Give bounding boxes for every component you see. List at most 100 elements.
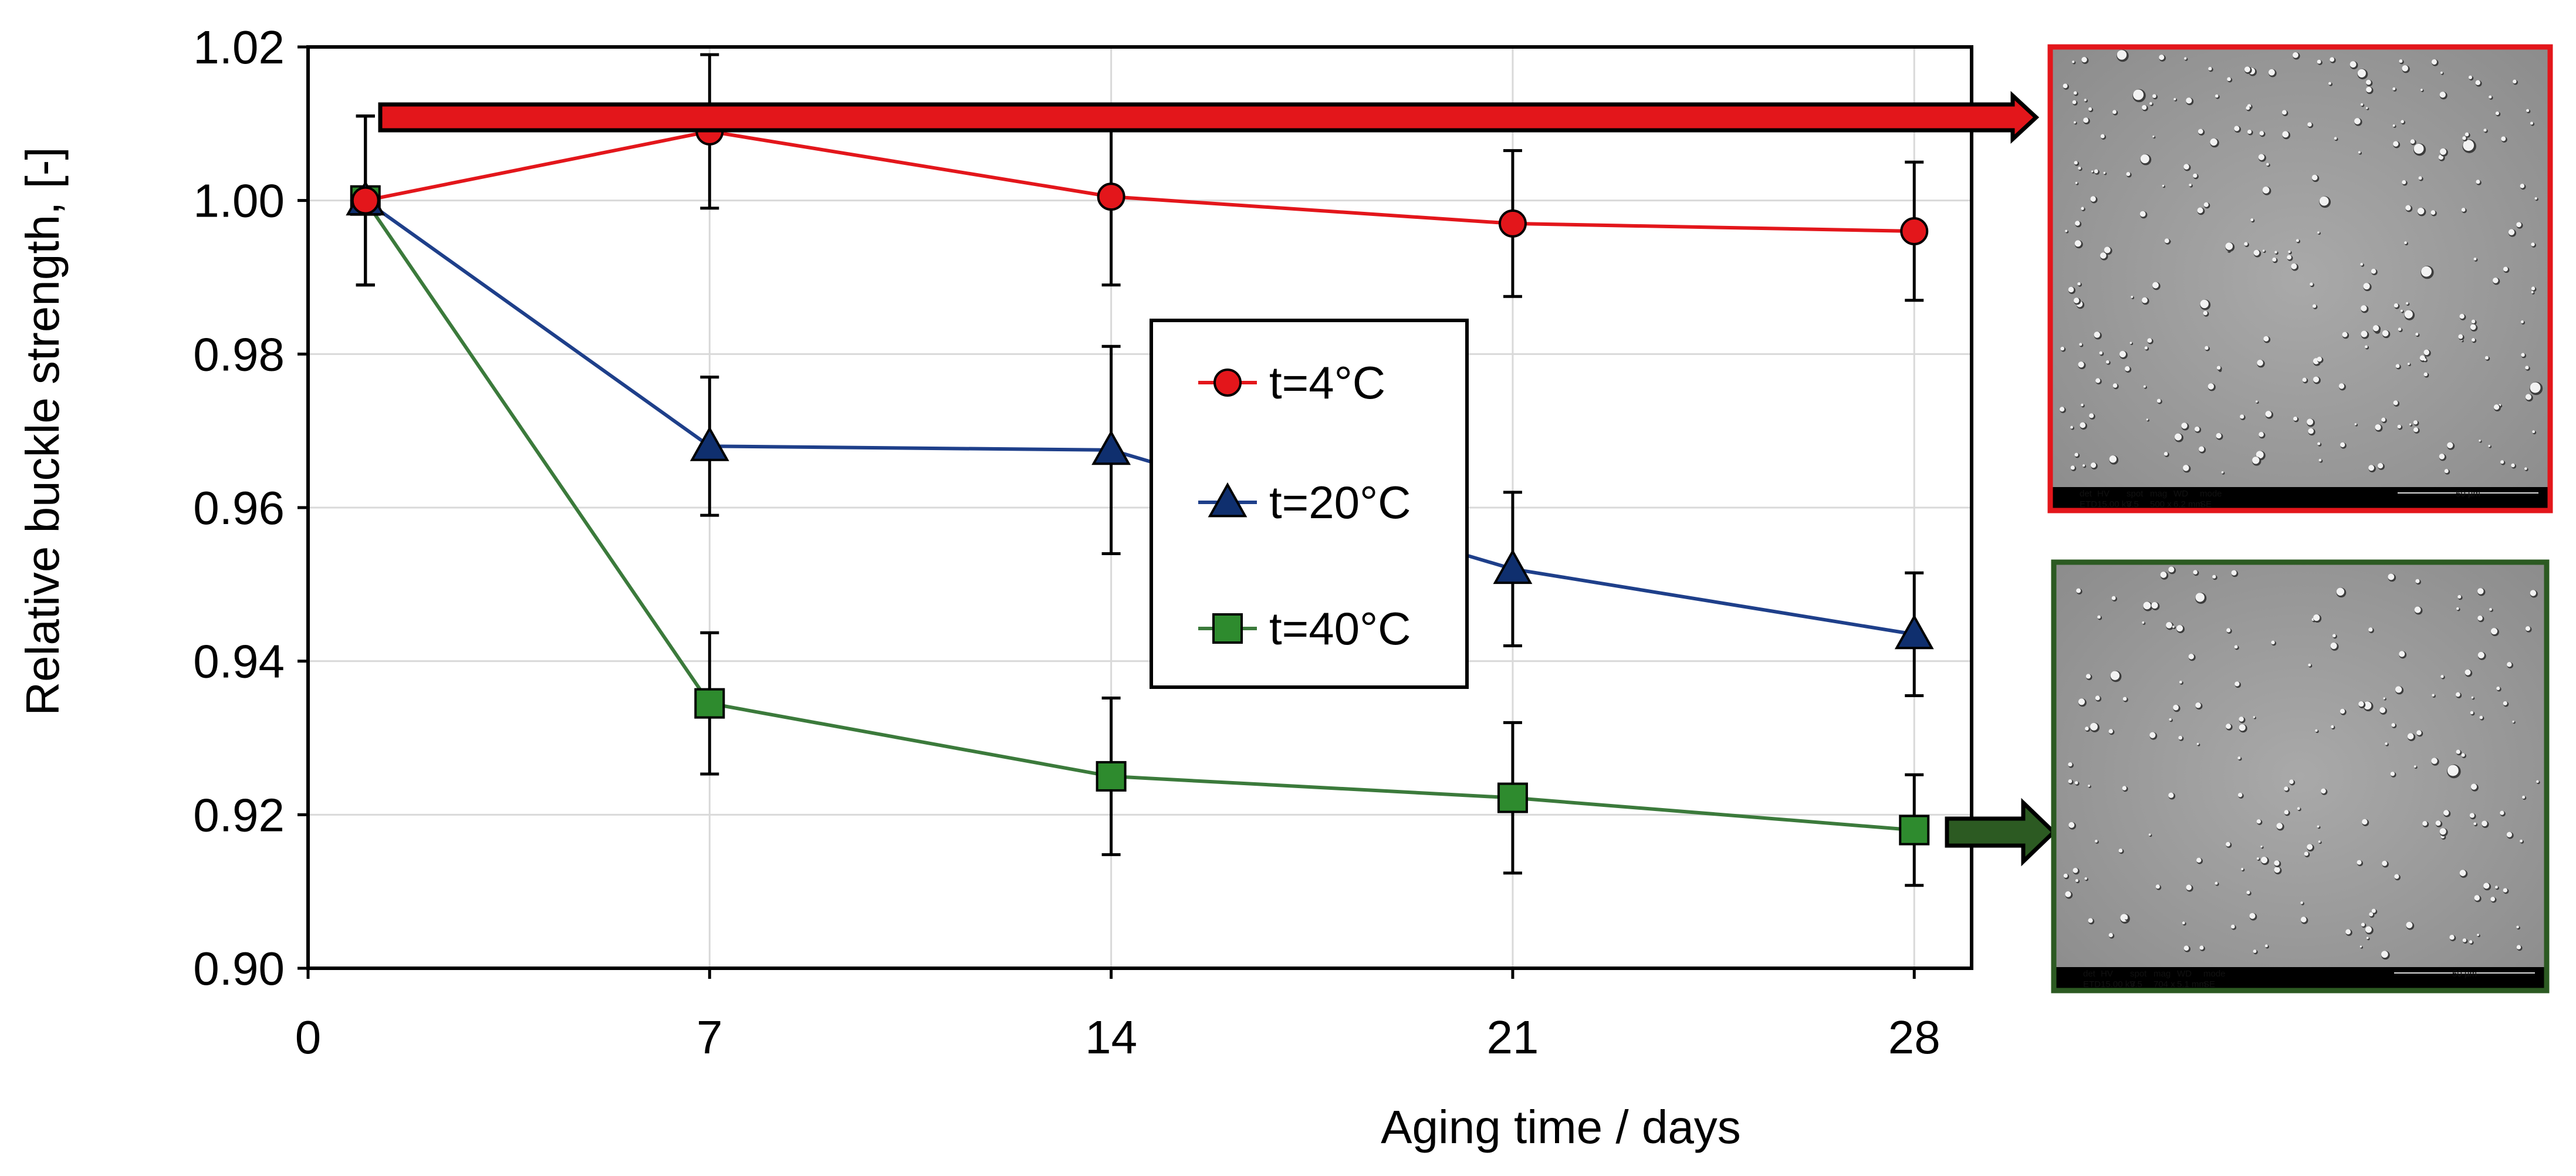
sem-pore [2385,742,2388,745]
sem-info-bar [2050,487,2550,511]
sem-pore [2511,463,2515,468]
sem-pore [2525,626,2531,631]
sem-pore [2237,756,2241,760]
sem-pore [2371,908,2376,913]
sem-pore [2274,860,2280,866]
sem-pore [2287,255,2292,260]
sem-pore [2108,729,2114,734]
sem-pore [2423,349,2429,356]
sem-pore [2095,378,2101,383]
sem-pore [2407,733,2414,740]
sem-pore [2524,467,2527,470]
sem-info-value: 3.5 [2130,979,2142,989]
sem-pore [2090,722,2098,731]
sem-pore [2259,131,2264,136]
sem-pore [2176,625,2183,632]
gridlines [308,47,1972,968]
sem-pore [2319,196,2329,206]
series-layer [364,129,1915,832]
sem-pore [2103,171,2106,174]
y-tick-label: 1.02 [193,21,285,73]
sem-pore [2226,724,2232,729]
sem-pore [2461,208,2466,212]
sem-pore [2368,627,2373,632]
sem-pore [2083,464,2085,467]
sem-pore [2388,573,2395,580]
sem-pore [2060,346,2064,351]
sem-pore [2477,616,2483,621]
sem-info-label: det [2080,489,2092,499]
sem-info-label: spot [2127,489,2144,499]
sem-pore [2312,304,2317,308]
sem-pore [2089,413,2094,418]
sem-pore [2470,783,2477,790]
sem-pore [2084,877,2087,880]
sem-pore [2073,121,2076,124]
sem-pore [2394,874,2399,879]
sem-pore [2536,780,2539,783]
sem-pore [2342,332,2348,337]
sem-pore [2162,184,2165,187]
sem-pore [2372,325,2379,332]
sem-pore [2253,949,2257,953]
sem-pore [2088,918,2093,923]
sem-pore [2081,207,2084,210]
legend-marker [1212,613,1243,644]
sem-pore [2503,701,2507,706]
sem-pore [2152,136,2155,138]
sem-info-label: mode [2203,969,2226,979]
sem-pore [2073,298,2080,303]
sem-pore [2244,242,2248,246]
sem-pore [2199,446,2205,452]
sem-pore [2402,65,2408,72]
sem-pore [2354,423,2357,425]
sem-pore [2184,57,2187,60]
sem-pore [2366,937,2369,940]
sem-pore [2203,202,2209,207]
sem-pore [2085,726,2089,731]
x-tick-label: 7 [697,1011,723,1063]
sem-pore [2183,945,2189,951]
sem-pore [2129,342,2132,344]
sem-pore [2395,364,2400,369]
sem-pore [2256,857,2259,860]
sem-pore [2247,129,2252,134]
sem-pore [2477,934,2479,937]
sem-pore [2163,452,2168,456]
sem-pore [2282,110,2287,115]
sem-pore [2506,832,2513,837]
sem-pore [2340,442,2345,448]
sem-pore [2266,163,2269,166]
sem-pore [2075,181,2078,184]
sem-pore [2261,857,2268,864]
sem-pore [2469,813,2475,818]
sem-pore [2253,716,2256,718]
sem-pore [2470,324,2476,330]
sem-pore [2300,901,2303,904]
sem-pore [2195,426,2200,432]
sem-pore [2307,844,2313,850]
sem-pore [2237,793,2243,797]
sem-pore [2182,921,2185,925]
legend-marker [1208,482,1248,518]
data-point [351,186,380,215]
sem-pore [2262,187,2270,194]
sem-pore [2090,196,2096,202]
sem-pore [2300,917,2307,922]
sem-pore [2366,79,2371,85]
sem-pore [2462,938,2467,942]
sem-pore [2503,266,2509,272]
sem-pore [2296,239,2299,242]
data-point [1899,815,1930,846]
sem-pore [2282,131,2289,138]
sem-pore [2073,867,2078,873]
sem-pore [2109,455,2117,463]
sem-pore [2375,424,2381,431]
sem-pore [2231,924,2235,929]
sem-pore [2430,210,2436,215]
sem-pore [2469,940,2473,944]
sem-pore [2083,117,2089,123]
data-point [1091,430,1131,465]
sem-pore [2383,697,2385,699]
sem-pore [2155,884,2160,889]
